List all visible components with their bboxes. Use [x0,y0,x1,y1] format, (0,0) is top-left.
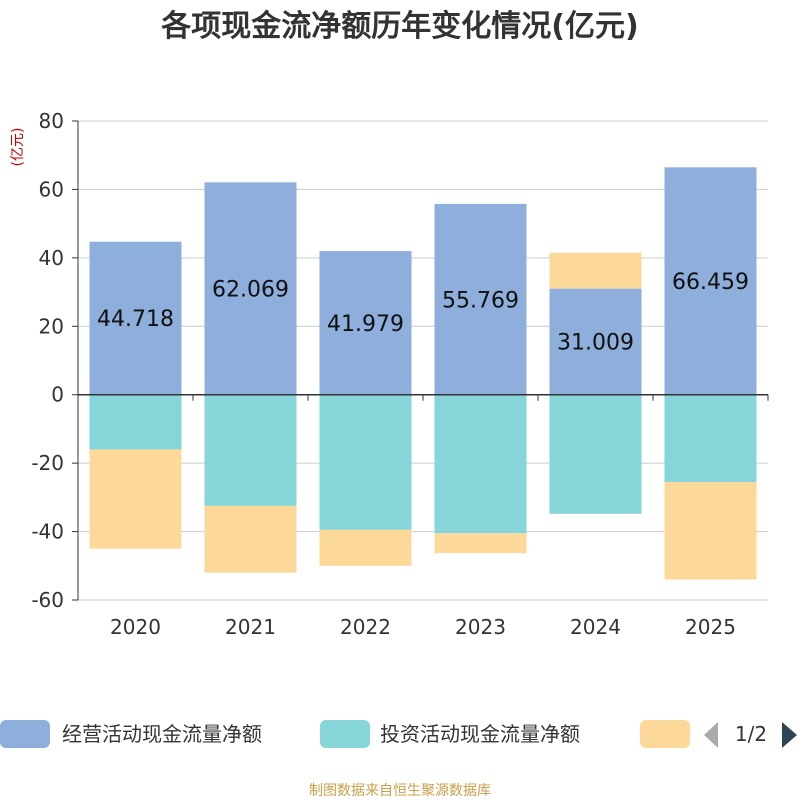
legend-swatch [320,720,370,748]
data-label: 41.979 [327,312,404,337]
y-tick-label: 40 [39,246,64,270]
bar-series-3-2024[interactable] [549,252,642,289]
data-label: 31.009 [557,331,634,356]
x-tick-label: 2025 [685,615,736,639]
y-tick-label: -20 [31,451,64,475]
source-note: 制图数据来自恒生聚源数据库 [309,783,491,799]
legend-item-3[interactable] [640,720,690,748]
bar-series-2-2022[interactable] [319,394,412,530]
y-tick-label: 20 [39,314,64,338]
bar-series-2-2025[interactable] [664,394,757,482]
bar-series-3-2022[interactable] [319,529,412,566]
data-labels: 44.718 62.069 41.979 55.769 31.009 66.459 [97,270,749,356]
data-label: 44.718 [97,307,174,332]
legend-label: 经营活动现金流量净额 [62,722,262,746]
bars [89,167,757,580]
bar-series-1-2022[interactable] [319,251,412,395]
bar-series-3-2021[interactable] [204,505,297,573]
bar-series-1-2023[interactable] [434,203,527,395]
axes: -60 -40 -20 0 20 40 60 80 2020 2021 2022 2023 2024 20… [31,109,769,639]
legend-swatch [0,720,50,748]
legend-swatch [640,720,690,748]
legend[interactable]: 经营活动现金流量净额 投资活动现金流量净额 1/2 [0,720,797,748]
y-axis-unit: (亿元) [10,128,26,167]
chart-title: 各项现金流净额历年变化情况(亿元) [160,9,638,44]
data-label: 62.069 [212,278,289,303]
bar-series-2-2021[interactable] [204,394,297,506]
x-tick-label: 2022 [340,615,391,639]
bar-series-3-2025[interactable] [664,481,757,580]
y-tick-label: 0 [51,383,64,407]
y-tick-label: 80 [39,109,64,133]
triangle-right-icon[interactable] [782,722,797,748]
legend-page-indicator: 1/2 [735,722,767,746]
x-tick-label: 2020 [110,615,161,639]
x-tick-label: 2021 [225,615,276,639]
bar-series-2-2020[interactable] [89,394,182,450]
grid [78,120,768,601]
bar-series-2-2023[interactable] [434,394,527,534]
data-label: 66.459 [672,270,749,295]
legend-label: 投资活动现金流量净额 [380,722,580,746]
bar-series-3-2023[interactable] [434,533,527,554]
y-tick-label: 60 [39,177,64,201]
bar-series-1-2024[interactable] [549,288,642,395]
legend-item-2[interactable]: 投资活动现金流量净额 [320,720,580,748]
legend-item-1[interactable]: 经营活动现金流量净额 [0,720,262,748]
y-tick-label: -60 [31,588,64,612]
bar-series-1-2020[interactable] [89,241,182,395]
x-tick-label: 2023 [455,615,506,639]
data-label: 55.769 [442,288,519,313]
x-tick-label: 2024 [570,615,621,639]
y-tick-label: -40 [31,520,64,544]
bar-series-1-2021[interactable] [204,182,297,395]
bar-series-3-2020[interactable] [89,449,182,549]
triangle-left-icon[interactable] [704,722,718,748]
bar-series-1-2025[interactable] [664,167,757,395]
bar-series-2-2024[interactable] [549,394,642,514]
